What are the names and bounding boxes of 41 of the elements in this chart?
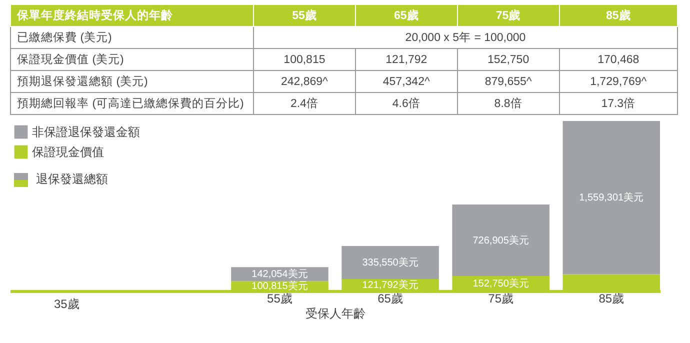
text: 17.3倍 bbox=[601, 98, 636, 110]
x-axis-title: 受保人年齡 bbox=[306, 306, 366, 320]
x-tick-label: 65歲 bbox=[378, 292, 403, 306]
x-tick-label: 55歲 bbox=[254, 4, 356, 26]
legend-label: 非保證退保發還金額 bbox=[32, 125, 140, 139]
y-tick-label: 已繳總保費 (美元) bbox=[10, 26, 254, 48]
bar bbox=[342, 246, 439, 280]
data-label: 1,559,301美元 bbox=[579, 192, 644, 204]
y-tick-label: 預期總回報率 (可高達已繳總保費的百分比) bbox=[10, 92, 254, 114]
y-tick-label: 保證現金價值 (美元) bbox=[10, 48, 254, 70]
bar bbox=[452, 204, 550, 276]
text: 退保發還總額 bbox=[35, 171, 108, 188]
x-tick-label: 85歲 bbox=[559, 4, 678, 26]
text: 121,792 bbox=[386, 54, 428, 66]
data-label: 726,905美元 bbox=[472, 234, 529, 246]
text: 35歲 bbox=[54, 296, 80, 313]
text: 20,000 x 5年 = 100,000 bbox=[405, 32, 526, 44]
text: 1,729,769^ bbox=[590, 76, 647, 88]
data-label: 121,792美元 bbox=[362, 279, 418, 292]
text: 170,468 bbox=[598, 54, 640, 66]
text: 4.6倍 bbox=[392, 98, 420, 110]
text: 保單年度終結時受保人的年齡 bbox=[10, 4, 254, 26]
text: 879,655^ bbox=[484, 76, 532, 88]
legend-label: 保證現金價值 bbox=[32, 145, 104, 159]
text: 2.4倍 bbox=[290, 98, 318, 110]
text: 8.8倍 bbox=[494, 98, 522, 110]
x-tick-label: 75歲 bbox=[457, 4, 560, 26]
x-tick-label: 75歲 bbox=[488, 292, 514, 306]
data-label: 335,550美元 bbox=[362, 256, 418, 269]
text: 242,869^ bbox=[280, 76, 328, 88]
data-label: 100,815美元 bbox=[252, 280, 308, 292]
x-tick-label: 55歲 bbox=[267, 292, 292, 306]
y-tick-label: 預期退保發還總額 (美元) bbox=[10, 70, 254, 92]
text: 100,815 bbox=[284, 54, 326, 66]
text: 152,750 bbox=[488, 54, 530, 66]
text: 457,342^ bbox=[382, 76, 430, 88]
x-tick-label: 65歲 bbox=[355, 4, 458, 26]
data-label: 142,054美元 bbox=[252, 268, 308, 280]
x-tick-label: 85歲 bbox=[598, 292, 624, 306]
data-label: 152,750美元 bbox=[472, 277, 529, 290]
bar bbox=[562, 121, 660, 274]
